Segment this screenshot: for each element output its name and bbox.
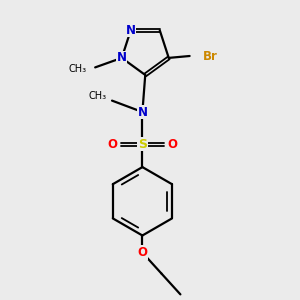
Text: N: N — [126, 24, 136, 37]
Text: O: O — [168, 138, 178, 151]
Text: N: N — [137, 106, 147, 118]
Text: N: N — [117, 51, 127, 64]
Text: S: S — [138, 138, 147, 151]
Text: O: O — [137, 246, 147, 259]
Text: CH₃: CH₃ — [68, 64, 87, 74]
Text: O: O — [107, 138, 117, 151]
Text: CH₃: CH₃ — [88, 91, 106, 101]
Text: Br: Br — [203, 50, 218, 62]
